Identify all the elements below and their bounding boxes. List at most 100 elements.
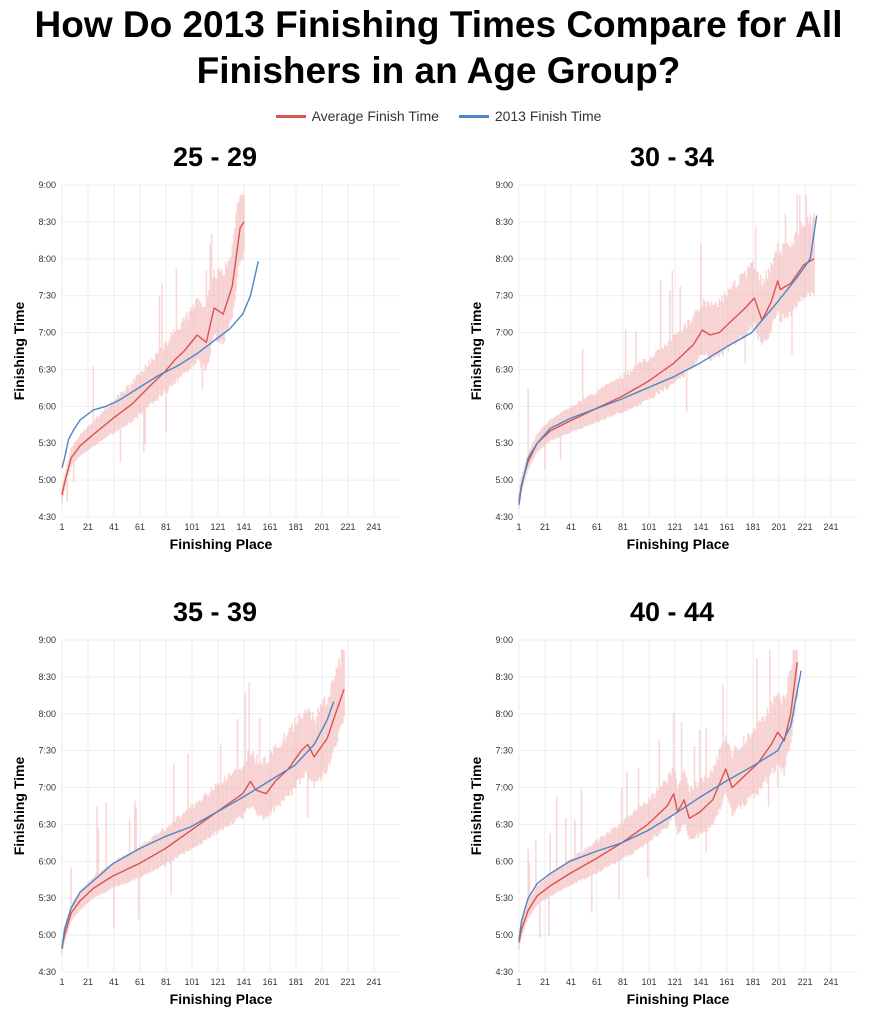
x-tick-label: 121 [210,522,225,532]
chart-panel-30-34: 30 - 34 4:30 5:00 5:30 6:00 6:30 7:00 7:30 8:00… [457,141,877,571]
y-tick-label: 7:00 [495,783,513,793]
x-tick-label: 101 [184,522,199,532]
x-tick-label: 81 [161,977,171,987]
x-tick-label: 81 [618,977,628,987]
main-title: How Do 2013 Finishing Times Compare for … [0,2,877,94]
finish-2013-line [518,215,818,505]
y-tick-label: 7:00 [38,328,56,338]
x-tick-label: 101 [184,977,199,987]
x-tick-label: 201 [314,522,329,532]
y-tick-label: 8:00 [495,709,513,719]
y-axis-label: Finishing Time [11,302,27,401]
y-tick-label: 9:00 [38,636,56,645]
x-tick-label: 1 [516,522,521,532]
chart-panel-25-29: 25 - 29 4:30 5:00 5:30 6:00 6:30 7:00 7:30 8:00… [0,141,430,571]
legend-swatch-2013 [458,114,489,118]
x-tick-label: 1 [59,977,64,987]
x-tick-label: 161 [719,977,734,987]
x-tick-label: 41 [109,977,119,987]
x-tick-label: 221 [797,977,812,987]
chart-plot: 4:30 5:00 5:30 6:00 6:30 7:00 7:30 8:00 8:30 9:00… [468,636,857,1007]
grid [61,184,400,518]
y-tick-label: 7:00 [38,783,56,793]
y-tick-label: 6:30 [495,819,513,829]
y-axis-label: Finishing Time [11,757,27,856]
legend-label-2013: 2013 Finish Time [494,108,602,124]
spread-band [61,194,245,503]
y-tick-label: 8:30 [38,672,56,682]
x-tick-label: 241 [823,522,838,532]
chart-panel-35-39: 35 - 39 4:30 5:00 5:30 6:00 6:30 7:00 7:30 8:00… [0,596,430,1026]
x-tick-label: 201 [771,977,786,987]
x-tick-label: 181 [745,977,760,987]
x-tick-label: 181 [288,977,303,987]
y-tick-label: 7:30 [38,746,56,756]
y-tick-label: 9:00 [495,636,513,645]
y-tick-label: 8:30 [495,672,513,682]
x-tick-label: 41 [566,522,576,532]
y-tick-label: 4:30 [38,512,56,522]
x-tick-label: 21 [83,977,93,987]
x-tick-label: 101 [641,522,656,532]
x-tick-label: 161 [262,522,277,532]
main-title-line2: Finishers in an Age Group? [196,50,681,91]
chart-plot: 4:30 5:00 5:30 6:00 6:30 7:00 7:30 8:00 8:30 9:00… [11,181,400,552]
x-tick-label: 1 [59,522,64,532]
y-tick-label: 4:30 [495,967,513,977]
x-tick-label: 181 [745,522,760,532]
y-tick-label: 4:30 [38,967,56,977]
x-tick-label: 201 [314,977,329,987]
x-tick-label: 141 [236,977,251,987]
legend-swatch-average [275,114,306,118]
x-tick-label: 21 [540,977,550,987]
spread-band [518,194,815,509]
average-finish-line [518,662,798,943]
y-tick-label: 8:00 [38,254,56,264]
grid [518,184,857,518]
y-tick-label: 6:30 [495,364,513,374]
finish-2013-line [61,701,335,949]
y-tick-label: 5:30 [495,893,513,903]
x-tick-label: 61 [592,977,602,987]
y-tick-label: 6:30 [38,364,56,374]
x-tick-label: 101 [641,977,656,987]
x-tick-label: 21 [540,522,550,532]
y-tick-label: 8:00 [38,709,56,719]
x-tick-label: 221 [797,522,812,532]
x-tick-label: 161 [262,977,277,987]
legend-item-2013[interactable]: 2013 Finish Time [458,106,602,126]
x-tick-label: 241 [366,977,381,987]
y-axis-label: Finishing Time [468,757,484,856]
spread-band [61,649,345,955]
x-tick-label: 221 [340,522,355,532]
legend-item-average[interactable]: Average Finish Time [275,106,439,126]
chart-panel-40-44: 40 - 44 4:30 5:00 5:30 6:00 6:30 7:00 7:30 8:00… [457,596,877,1026]
y-axis-label: Finishing Time [468,302,484,401]
x-tick-label: 61 [135,977,145,987]
grid [61,639,400,973]
main-title-line1: How Do 2013 Finishing Times Compare for … [34,4,843,45]
x-tick-label: 241 [366,522,381,532]
panel-title: 25 - 29 [172,142,258,172]
x-tick-label: 121 [667,522,682,532]
x-tick-label: 221 [340,977,355,987]
y-tick-label: 7:30 [38,291,56,301]
spread-band [518,649,799,950]
y-tick-label: 5:00 [495,475,513,485]
average-finish-line [518,258,815,502]
average-finish-line [61,221,245,496]
y-tick-label: 5:00 [495,930,513,940]
x-axis-label: Finishing Place [170,536,273,552]
x-tick-label: 141 [693,522,708,532]
x-tick-label: 21 [83,522,93,532]
x-tick-label: 181 [288,522,303,532]
x-tick-label: 121 [667,977,682,987]
x-axis-label: Finishing Place [627,991,730,1007]
x-tick-label: 241 [823,977,838,987]
y-tick-label: 8:30 [495,217,513,227]
x-tick-label: 41 [109,522,119,532]
x-tick-label: 121 [210,977,225,987]
y-tick-label: 6:00 [495,401,513,411]
average-finish-line [61,688,345,948]
panel-title: 40 - 44 [629,597,715,627]
